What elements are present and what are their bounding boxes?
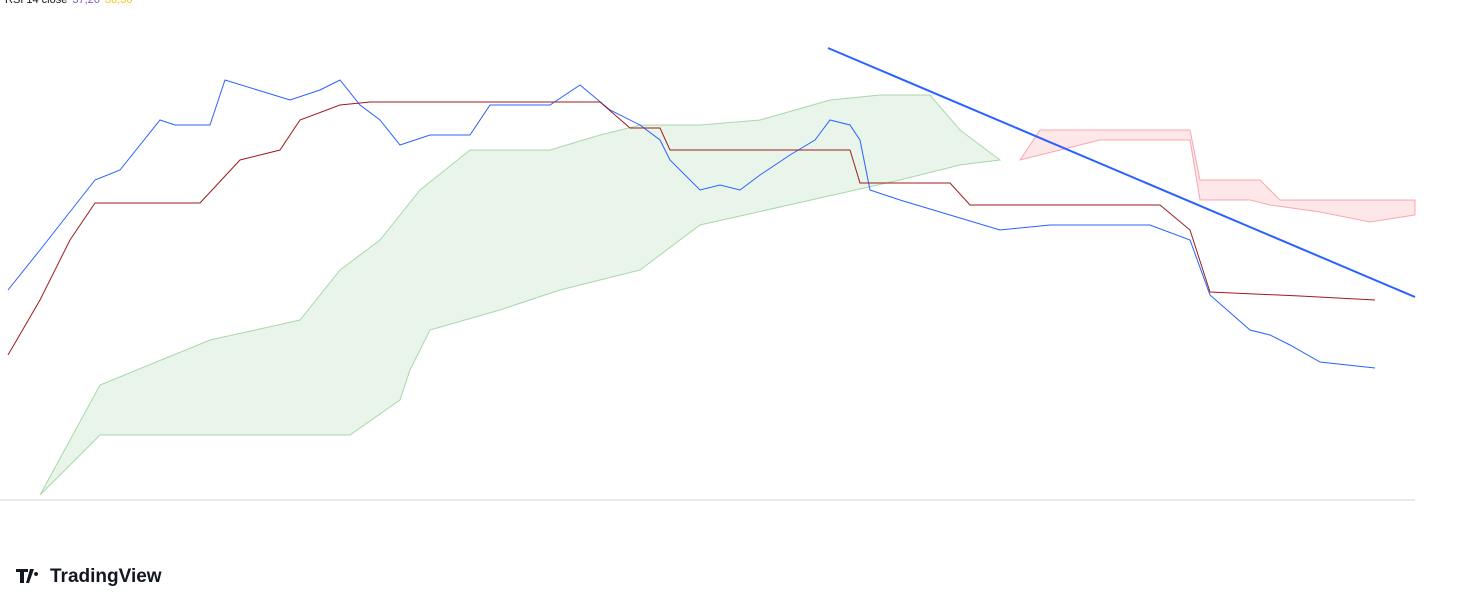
cloud-green [39,94,1002,496]
brand: TradingView [50,566,162,587]
rsi-header: RSI 14 close 37,26 36,30 [5,0,132,6]
rsi-header-item: 37,26 [72,0,100,6]
tenkan-line [7,79,1376,369]
rsi-header-item: RSI 14 close [5,0,67,6]
cloud-red [1018,129,1416,223]
logo: TradingView [16,566,162,587]
kijun-line [7,101,1376,356]
ichimoku [7,47,1416,496]
logo-icon [16,569,39,583]
rsi-header-item: 36,30 [105,0,133,6]
trend-line [827,47,1416,298]
